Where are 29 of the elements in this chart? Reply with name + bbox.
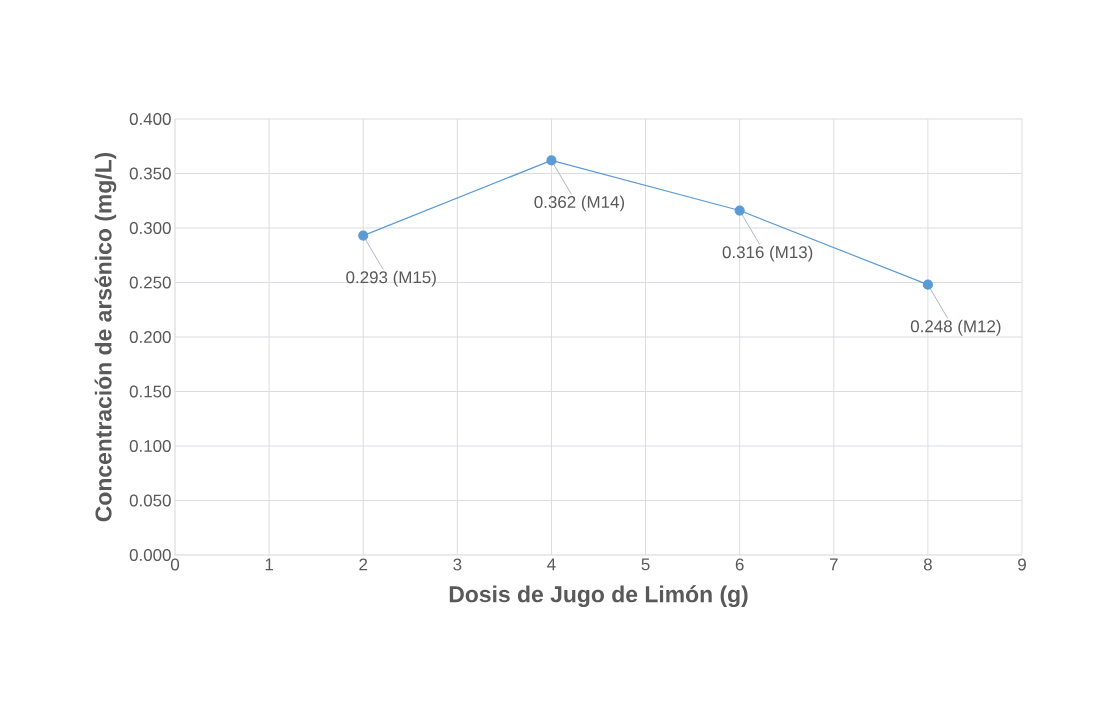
y-tick-label: 0.050 — [129, 494, 171, 507]
y-tick-label: 0.400 — [129, 112, 171, 125]
x-tick-label: 5 — [641, 558, 650, 571]
x-tick-label: 0 — [170, 558, 180, 571]
data-label: 0.293 (M15) — [346, 270, 436, 287]
y-tick-label: 0.200 — [129, 330, 171, 343]
y-tick-label: 0.250 — [129, 276, 171, 289]
y-tick-label: 0.000 — [129, 548, 171, 561]
data-label: 0.316 (M13) — [722, 245, 813, 262]
x-axis-title: Dosis de Jugo de Limón (g) — [449, 585, 748, 607]
x-tick-label: 2 — [359, 558, 368, 571]
x-tick-label: 7 — [829, 558, 838, 571]
y-tick-label: 0.100 — [129, 439, 171, 452]
y-tick-label: 0.300 — [129, 221, 171, 234]
point — [546, 155, 557, 166]
x-tick-label: 8 — [923, 558, 932, 571]
y-tick-label: 0.150 — [129, 385, 171, 398]
point — [922, 279, 933, 290]
x-tick-label: 6 — [735, 558, 744, 571]
x-tick-label: 1 — [265, 558, 273, 571]
x-tick-label: 9 — [1018, 558, 1026, 571]
y-axis-title: Concentración de arsénico (mg/L) — [94, 152, 117, 522]
point — [734, 205, 745, 216]
x-tick-label: 3 — [453, 558, 462, 571]
data-label: 0.248 (M12) — [910, 319, 1001, 336]
data-label: 0.362 (M14) — [534, 195, 625, 212]
point — [358, 230, 369, 241]
y-tick-label: 0.350 — [129, 167, 171, 180]
x-tick-label: 4 — [547, 558, 556, 571]
